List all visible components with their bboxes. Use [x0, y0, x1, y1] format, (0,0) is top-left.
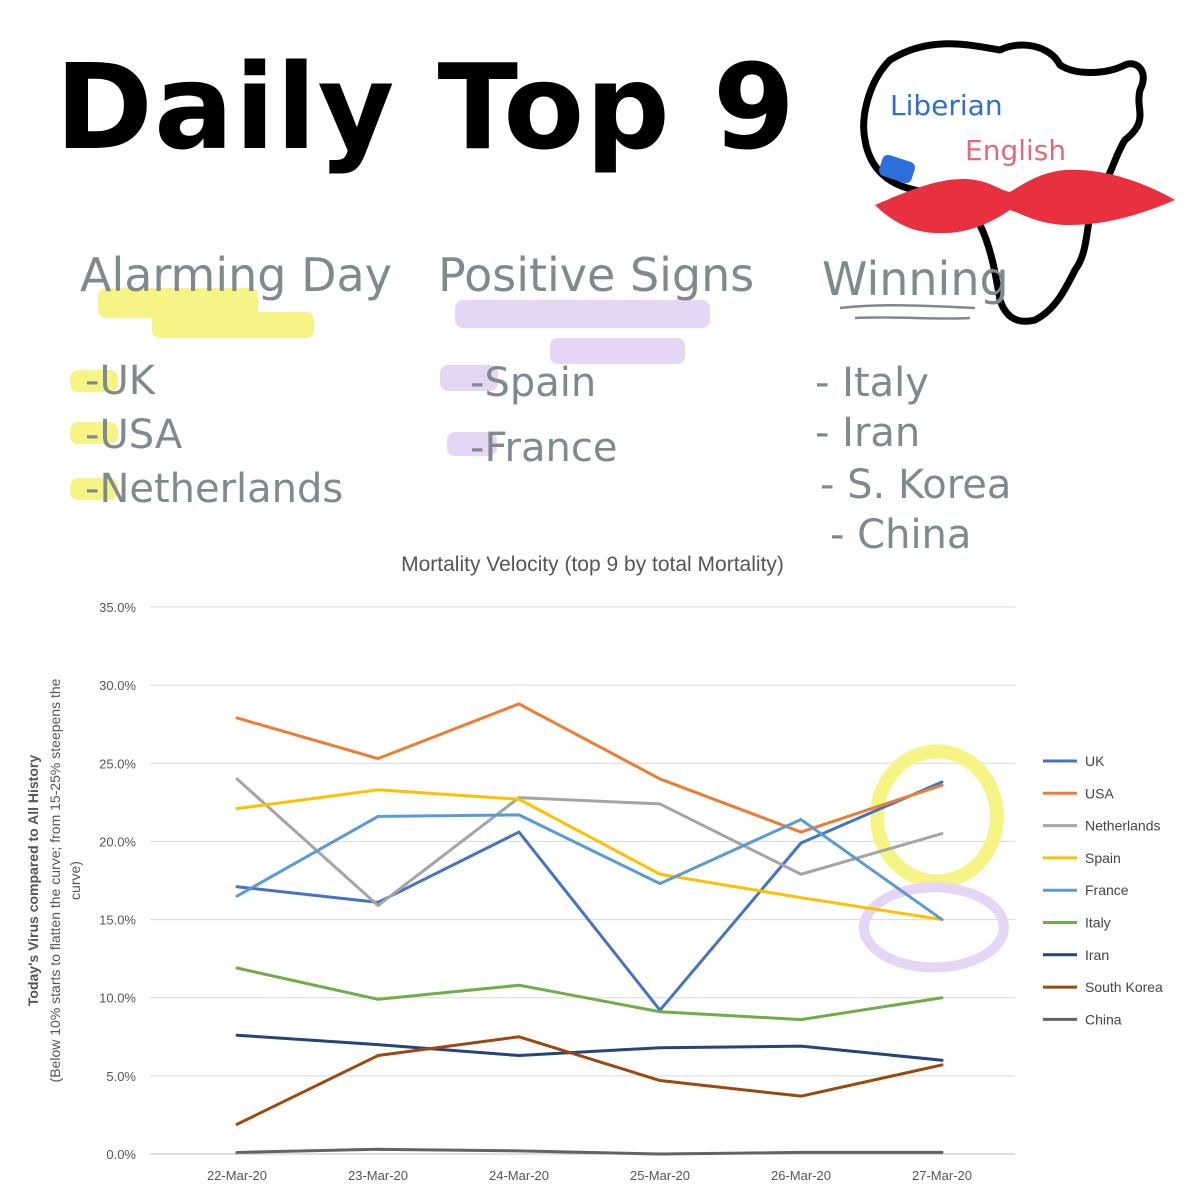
x-tick-label: 23-Mar-20 — [348, 1168, 408, 1183]
legend-label: Spain — [1085, 850, 1121, 866]
y-axis-title: Today's Virus compared to All History — [25, 755, 41, 1006]
annotation-circle-yellow — [870, 744, 1004, 889]
column-heading: Winning — [822, 252, 1009, 306]
y-tick-label: 20.0% — [99, 834, 136, 849]
series-line-spain — [235, 788, 944, 922]
x-tick-label: 22-Mar-20 — [207, 1168, 267, 1183]
x-tick-label: 25-Mar-20 — [630, 1168, 690, 1183]
logo-line2: English — [965, 134, 1066, 167]
legend-label: UK — [1085, 753, 1105, 769]
list-item-label: France — [484, 425, 618, 471]
series-line-south-korea — [235, 1035, 944, 1126]
line-chart: 0.0% 5.0% 10.0% 15.0% 20.0% 25.0% 30.0% 35.0% 22… — [25, 600, 1163, 1183]
highlight-mark — [70, 478, 118, 500]
y-tick-label: 30.0% — [99, 678, 136, 693]
list-item-label: USA — [99, 412, 183, 458]
legend-label: Netherlands — [1085, 818, 1161, 834]
list-item-1: -USA — [85, 412, 183, 458]
y-axis-title: (Below 10% starts to flatten the curve; … — [47, 678, 63, 1082]
column-heading: Positive Signs — [438, 248, 755, 302]
y-tick-label: 35.0% — [99, 600, 136, 615]
list-item-0: - Italy — [815, 360, 929, 406]
highlight-mark — [152, 312, 314, 338]
legend-label: Italy — [1085, 915, 1111, 931]
list-item-label: S. Korea — [847, 462, 1012, 508]
highlight-mark — [455, 300, 710, 328]
list-item-2: - S. Korea — [820, 462, 1012, 508]
underline-scribble — [839, 304, 976, 320]
list-item-label: Italy — [842, 360, 929, 406]
list-item-label: UK — [99, 358, 155, 404]
chart-title: Mortality Velocity (top 9 by total Morta… — [401, 553, 784, 576]
series-line-italy — [235, 966, 944, 1022]
y-tick-label: 15.0% — [99, 913, 136, 928]
logo-line1: Liberian — [890, 89, 1003, 122]
annotation-circle-purple — [859, 882, 1009, 973]
x-tick-label: 27-Mar-20 — [912, 1168, 972, 1183]
series-line-usa — [235, 702, 944, 834]
liberia-marker-icon — [878, 154, 916, 184]
y-tick-label: 0.0% — [106, 1147, 136, 1162]
highlight-mark — [550, 338, 685, 364]
series-line-iran — [235, 1033, 944, 1062]
highlight-mark — [447, 432, 497, 456]
list-item-0: -UK — [85, 358, 155, 404]
legend-label: Iran — [1085, 947, 1109, 963]
legend-label: China — [1085, 1011, 1122, 1027]
legend-label: South Korea — [1085, 979, 1163, 995]
list-item-1: -France — [470, 425, 618, 471]
list-item-label: China — [857, 512, 972, 558]
y-tick-label: 25.0% — [99, 756, 136, 771]
list-item-3: - China — [830, 512, 972, 558]
x-tick-label: 26-Mar-20 — [771, 1168, 831, 1183]
x-tick-label: 24-Mar-20 — [489, 1168, 549, 1183]
legend-label: USA — [1085, 785, 1114, 801]
list-item-2: -Netherlands — [85, 466, 344, 512]
y-tick-label: 5.0% — [106, 1069, 136, 1084]
list-item-0: -Spain — [470, 360, 597, 406]
page-title: Daily Top 9 — [55, 38, 797, 176]
list-item-label: Iran — [842, 410, 921, 456]
series-line-france — [235, 813, 944, 922]
mustache-icon — [875, 169, 1175, 234]
list-item-label: Spain — [484, 360, 597, 406]
series-line-china — [235, 1147, 944, 1156]
liberian-english-logo: Liberian English — [850, 20, 1190, 340]
highlight-mark — [440, 365, 498, 391]
column-heading: Alarming Day — [80, 248, 392, 302]
list-item-label: Netherlands — [99, 466, 344, 512]
y-axis-title: curve) — [67, 861, 83, 900]
highlight-mark — [70, 370, 118, 392]
series-line-netherlands — [235, 777, 944, 908]
y-tick-label: 10.0% — [99, 991, 136, 1006]
highlight-mark — [70, 422, 118, 444]
list-item-1: - Iran — [815, 410, 921, 456]
legend-label: France — [1085, 882, 1129, 898]
series-line-uk — [235, 780, 944, 1012]
